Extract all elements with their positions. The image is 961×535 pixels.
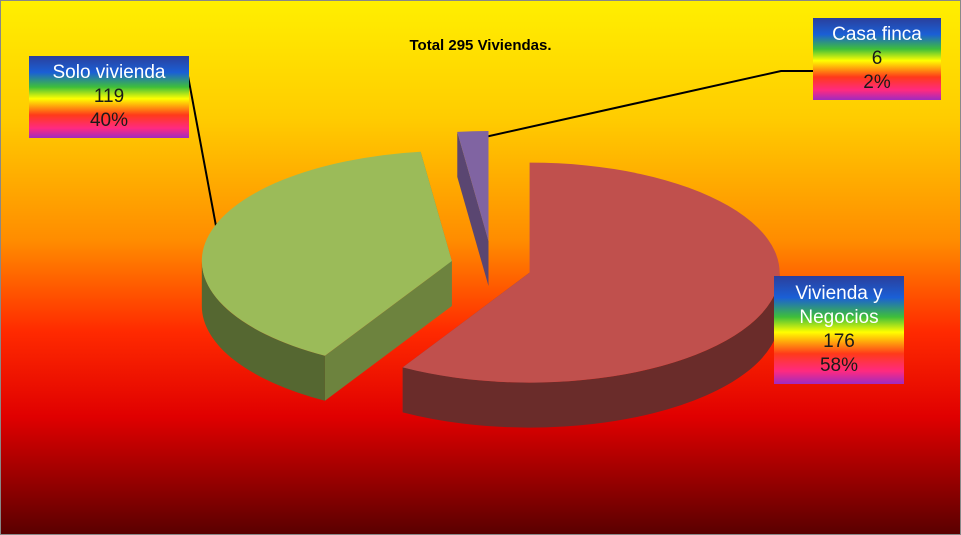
label-value: 6 xyxy=(871,48,883,69)
label-value: 176 xyxy=(823,331,855,352)
label-name: Solo vivienda xyxy=(52,62,166,83)
slice xyxy=(201,151,452,356)
label-percent: 58% xyxy=(819,355,859,376)
slice xyxy=(457,131,489,242)
slice-face xyxy=(457,131,489,287)
chart-title: Total 295 Viviendas. xyxy=(409,37,552,54)
slice-side xyxy=(201,260,325,401)
label-percent: 2% xyxy=(863,72,891,93)
data-label: Solo vivienda 119 40% xyxy=(29,56,189,138)
label-name: Casa finca xyxy=(832,24,922,45)
leader-line xyxy=(187,75,217,227)
label-name: Vivienda y Negocios xyxy=(795,283,883,328)
data-label: Vivienda y Negocios 176 58% xyxy=(774,276,904,384)
slice-face xyxy=(324,260,452,401)
label-percent: 40% xyxy=(89,110,129,131)
label-value: 119 xyxy=(93,86,125,107)
pie xyxy=(201,131,780,428)
slice-side xyxy=(402,272,780,428)
slice xyxy=(402,162,780,383)
data-label: Casa finca 6 2% xyxy=(813,18,941,100)
leader-line xyxy=(475,70,813,140)
